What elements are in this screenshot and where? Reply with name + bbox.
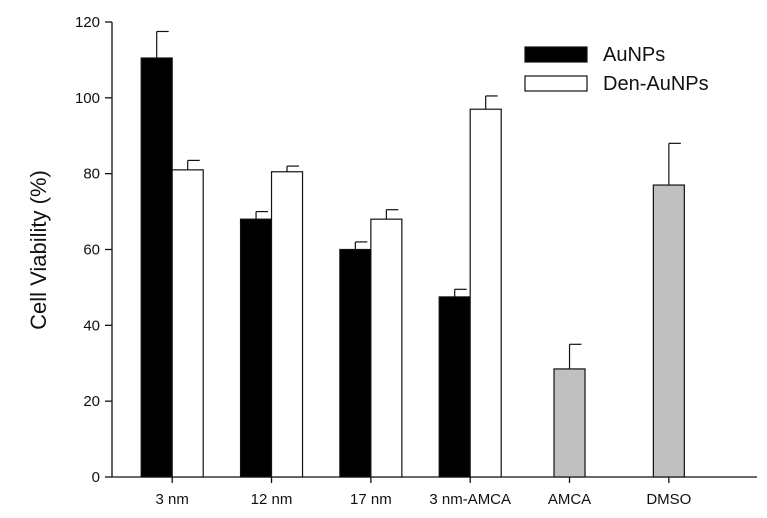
y-tick-label: 0 (92, 469, 100, 486)
bar (339, 248, 372, 478)
bar (270, 171, 304, 478)
legend-swatch (524, 46, 588, 63)
x-tick-label: AMCA (548, 491, 591, 508)
y-tick-label: 120 (75, 14, 100, 31)
y-tick-label: 60 (83, 242, 100, 259)
bar (370, 218, 403, 478)
bar (553, 368, 586, 478)
bar (652, 184, 685, 478)
y-axis-title: Cell Viability (%) (26, 170, 51, 330)
y-tick-label: 40 (83, 317, 100, 334)
bar (171, 169, 204, 478)
bar (438, 296, 471, 478)
bars (140, 57, 685, 478)
legend: AuNPs Den-AuNPs (524, 44, 709, 95)
x-tick-label: 3 nm (156, 491, 189, 508)
x-tick-label: DMSO (646, 491, 691, 508)
bar (239, 218, 273, 478)
legend-label: Den-AuNPs (603, 73, 709, 95)
y-tick-label: 80 (83, 166, 100, 183)
legend-label: AuNPs (603, 44, 665, 66)
legend-swatch (524, 75, 588, 92)
bar (140, 57, 173, 478)
x-tick-label: 17 nm (350, 491, 392, 508)
y-tick-label: 100 (75, 90, 100, 107)
x-tick-label: 12 nm (251, 491, 293, 508)
bar (469, 108, 502, 478)
error-bars (156, 30, 681, 369)
x-axis: 3 nm 12 nm 17 nm 3 nm-AMCA AMCA DMSO (112, 476, 757, 508)
x-tick-label: 3 nm-AMCA (429, 491, 511, 508)
y-axis: 0 20 40 60 80 100 120 (75, 14, 113, 486)
y-tick-label: 20 (83, 393, 100, 410)
